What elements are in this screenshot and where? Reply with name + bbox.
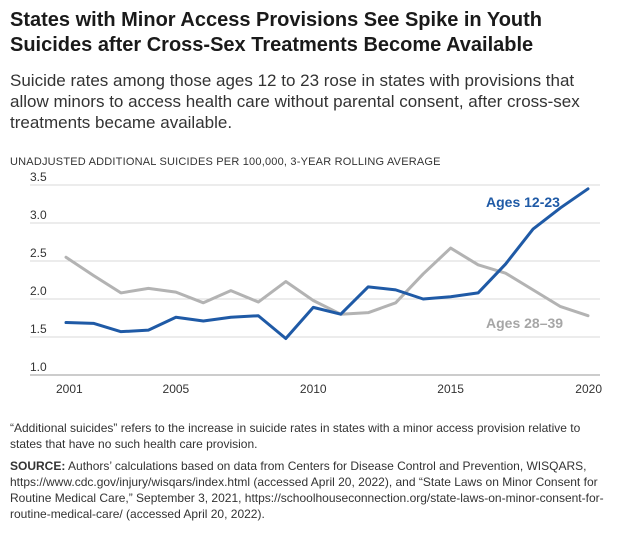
y-tick-label: 3.5 <box>30 170 47 184</box>
x-tick-label: 2015 <box>437 382 464 396</box>
y-tick-label: 2.0 <box>30 284 47 298</box>
footnote: “Additional suicides” refers to the incr… <box>10 421 581 451</box>
line-chart: 1.0 1.5 2.0 2.5 3.0 3.5 2001 2005 2010 2015 2020 Ag… <box>30 170 602 396</box>
x-tick-label: 2001 <box>56 382 83 396</box>
series-label: Ages 28–39 <box>486 315 563 331</box>
y-unit-label: UNADJUSTED ADDITIONAL SUICIDES PER 100,0… <box>10 156 441 168</box>
x-tick-label: 2020 <box>575 382 602 396</box>
source-note: SOURCE: Authors’ calculations based on d… <box>10 458 614 522</box>
y-tick-label: 2.5 <box>30 246 47 260</box>
series-label: Ages 12-23 <box>486 194 560 210</box>
series-line <box>64 187 590 341</box>
chart-title: States with Minor Access Provisions See … <box>10 9 543 56</box>
source-label: SOURCE: <box>10 459 66 473</box>
y-tick-label: 1.5 <box>30 322 47 336</box>
x-tick-label: 2005 <box>163 382 190 396</box>
y-tick-label: 1.0 <box>30 360 47 374</box>
y-tick-label: 3.0 <box>30 208 47 222</box>
chart-subtitle: Suicide rates among those ages 12 to 23 … <box>10 71 580 132</box>
x-tick-label: 2010 <box>300 382 327 396</box>
series-line <box>64 246 590 318</box>
source-text: Authors’ calculations based on data from… <box>10 459 604 521</box>
